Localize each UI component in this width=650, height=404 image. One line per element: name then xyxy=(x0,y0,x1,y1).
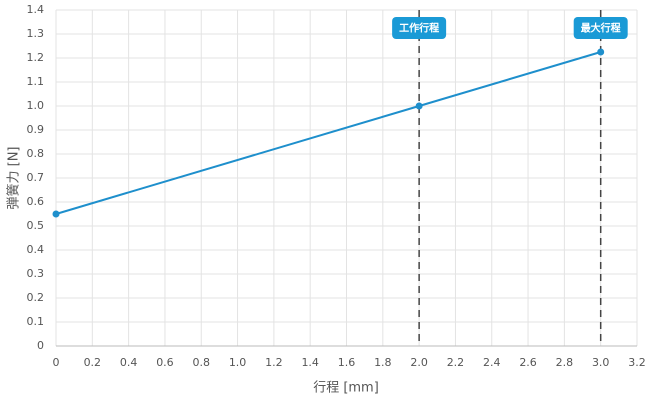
y-tick-label: 0 xyxy=(37,339,44,352)
annotation-box xyxy=(573,17,628,39)
line xyxy=(55,51,601,215)
annotation-label: 最大行程 xyxy=(581,22,621,35)
x-tick-label: 0.6 xyxy=(156,356,174,369)
y-tick-label: 0.5 xyxy=(27,219,45,232)
y-axis-title: 弾簧力 [N] xyxy=(6,146,22,209)
point xyxy=(597,48,605,56)
y-tick-label: 0.9 xyxy=(27,123,45,136)
y-tick-label: 0.3 xyxy=(27,267,45,280)
x-tick-label: 2.8 xyxy=(556,356,574,369)
x-tick-label: 0.8 xyxy=(193,356,211,369)
x-tick-label: 0.2 xyxy=(84,356,102,369)
x-tick-label: 0.4 xyxy=(120,356,138,369)
y-tick-label: 1.0 xyxy=(27,99,45,112)
x-tick-label: 0 xyxy=(53,356,60,369)
y-tick-label: 0.7 xyxy=(27,171,45,184)
y-tick-label: 0.1 xyxy=(27,315,45,328)
x-tick-label: 1.4 xyxy=(301,356,319,369)
y-tick-label: 1.4 xyxy=(27,3,45,16)
x-axis-title: 行程 [mm] xyxy=(313,381,379,396)
y-tick-label: 0.4 xyxy=(27,243,45,256)
annotation-label: 工作行程 xyxy=(399,22,439,35)
y-tick-label: 0.8 xyxy=(27,147,45,160)
x-tick-label: 3.2 xyxy=(628,356,646,369)
annotation-box xyxy=(392,17,447,39)
x-tick-label: 2.0 xyxy=(410,356,428,369)
y-tick-label: 1.2 xyxy=(27,51,45,64)
x-tick-label: 1.8 xyxy=(374,356,392,369)
point xyxy=(415,102,423,110)
y-tick-label: 0.2 xyxy=(27,291,45,304)
x-tick-label: 2.6 xyxy=(519,356,537,369)
x-tick-label: 3.0 xyxy=(592,356,610,369)
x-tick-label: 1.0 xyxy=(229,356,247,369)
y-tick-label: 1.1 xyxy=(27,75,45,88)
x-tick-label: 2.2 xyxy=(447,356,465,369)
x-tick-label: 1.6 xyxy=(338,356,356,369)
y-tick-label: 1.3 xyxy=(27,27,45,40)
x-tick-label: 1.2 xyxy=(265,356,283,369)
point xyxy=(52,210,60,218)
x-tick-label: 2.4 xyxy=(483,356,501,369)
y-tick-label: 0.6 xyxy=(27,195,45,208)
